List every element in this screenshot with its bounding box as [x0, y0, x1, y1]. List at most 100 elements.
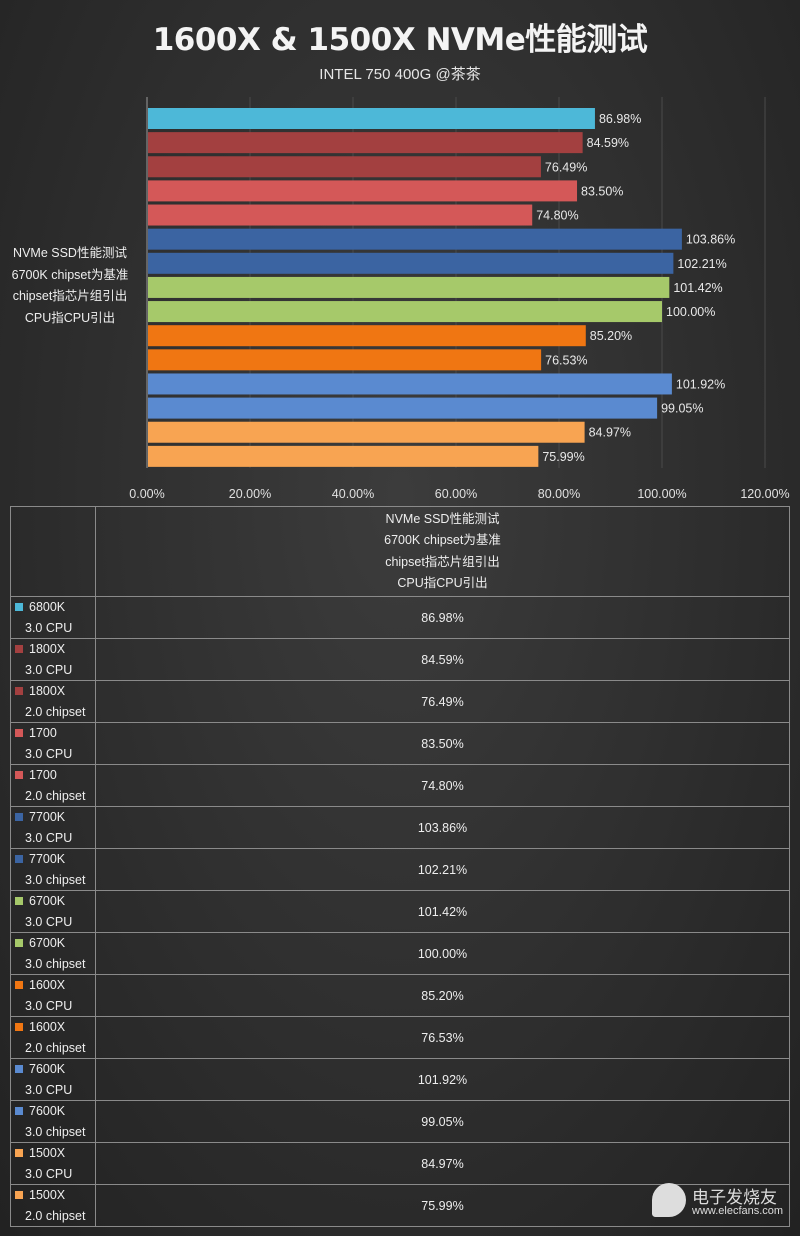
value-cell: 84.97% [95, 1142, 790, 1185]
bar [148, 252, 674, 274]
legend-swatch [15, 1065, 23, 1073]
bar [148, 276, 670, 298]
legend-line2: 3.0 CPU [25, 998, 73, 1013]
legend-line1: 1800X [29, 684, 66, 698]
table-row: 7700K 3.0 CPU 103.86% [10, 806, 790, 849]
legend-swatch [15, 645, 23, 653]
legend-line2: 3.0 chipset [25, 1124, 86, 1139]
value-cell: 76.53% [95, 1016, 790, 1059]
watermark-logo: 电子发烧友 www.elecfans.com [652, 1183, 792, 1223]
value-cell: 103.86% [95, 806, 790, 849]
value-cell: 74.80% [95, 764, 790, 807]
legend-swatch [15, 939, 23, 947]
data-label: 101.42% [673, 281, 722, 295]
data-label: 76.53% [545, 353, 587, 367]
bar [148, 108, 595, 129]
legend-line2: 3.0 CPU [25, 914, 73, 929]
legend-line1: 7700K [29, 852, 66, 866]
data-label: 99.05% [661, 402, 703, 416]
legend-cell: 7700K 3.0 chipset [10, 848, 96, 891]
table-row: 7700K 3.0 chipset 102.21% [10, 848, 790, 891]
data-label: 102.21% [677, 257, 726, 271]
x-tick-label: 100.00% [637, 487, 686, 501]
table-row: 1600X 3.0 CPU 85.20% [10, 974, 790, 1017]
data-label: 85.20% [590, 329, 632, 343]
table-row: 7600K 3.0 CPU 101.92% [10, 1058, 790, 1101]
header-line: NVMe SSD性能测试 [385, 511, 500, 526]
legend-cell: 7700K 3.0 CPU [10, 806, 96, 849]
legend-line1: 1700 [29, 726, 57, 740]
bar [148, 325, 586, 347]
bar [148, 132, 583, 154]
legend-swatch [15, 981, 23, 989]
value-cell: 101.92% [95, 1058, 790, 1101]
table-row: 1600X 2.0 chipset 76.53% [10, 1016, 790, 1059]
header-line: 6700K chipset为基准 [384, 533, 501, 547]
table-row: 6700K 3.0 CPU 101.42% [10, 890, 790, 933]
legend-cell: 7600K 3.0 chipset [10, 1100, 96, 1143]
category-label-line: NVMe SSD性能测试 [13, 246, 127, 260]
value-cell: 102.21% [95, 848, 790, 891]
table-row: 6800K 3.0 CPU 86.98% [10, 596, 790, 639]
legend-line2: 2.0 chipset [25, 788, 86, 803]
legend-swatch [15, 1191, 23, 1199]
legend-line1: 7700K [29, 810, 66, 824]
value-cell: 85.20% [95, 974, 790, 1017]
legend-line1: 6800K [29, 600, 66, 614]
legend-line2: 3.0 chipset [25, 872, 86, 887]
x-tick-label: 120.00% [740, 487, 789, 501]
legend-line1: 6700K [29, 894, 66, 908]
legend-swatch [15, 855, 23, 863]
legend-swatch [15, 729, 23, 737]
value-cell: 86.98% [95, 596, 790, 639]
table-header-row: NVMe SSD性能测试 6700K chipset为基准 chipset指芯片… [10, 506, 790, 597]
legend-line2: 2.0 chipset [25, 1040, 86, 1055]
watermark-url: www.elecfans.com [692, 1205, 784, 1217]
legend-line2: 3.0 CPU [25, 662, 73, 677]
legend-line2: 3.0 chipset [25, 956, 86, 971]
legend-cell: 1800X 2.0 chipset [10, 680, 96, 723]
data-label: 103.86% [686, 233, 735, 247]
value-cell: 83.50% [95, 722, 790, 765]
legend-line1: 1700 [29, 768, 57, 782]
legend-cell: 6800K 3.0 CPU [10, 596, 96, 639]
data-label: 76.49% [545, 160, 587, 174]
bar [148, 397, 658, 419]
value-cell: 99.05% [95, 1100, 790, 1143]
legend-cell: 1600X 3.0 CPU [10, 974, 96, 1017]
bar [148, 228, 682, 250]
header-line: CPU指CPU引出 [397, 576, 488, 590]
table-row: 7600K 3.0 chipset 99.05% [10, 1100, 790, 1143]
legend-cell: 1700 3.0 CPU [10, 722, 96, 765]
data-table: NVMe SSD性能测试 6700K chipset为基准 chipset指芯片… [10, 506, 790, 1227]
category-label-line: chipset指芯片组引出 [12, 289, 128, 303]
legend-swatch [15, 813, 23, 821]
legend-line1: 7600K [29, 1062, 66, 1076]
table-corner [10, 506, 96, 597]
x-tick-label: 60.00% [435, 487, 477, 501]
legend-line1: 1500X [29, 1188, 66, 1202]
bar [148, 204, 533, 226]
value-cell: 84.59% [95, 638, 790, 681]
data-label: 74.80% [536, 209, 578, 223]
table-row: 1800X 3.0 CPU 84.59% [10, 638, 790, 681]
legend-cell: 1600X 2.0 chipset [10, 1016, 96, 1059]
x-tick-label: 40.00% [332, 487, 374, 501]
x-tick-label: 0.00% [129, 487, 164, 501]
bar [148, 421, 585, 443]
bar [148, 156, 541, 178]
legend-line2: 3.0 CPU [25, 1166, 73, 1181]
bar [148, 373, 672, 395]
table-row: 6700K 3.0 chipset 100.00% [10, 932, 790, 975]
legend-line1: 7600K [29, 1104, 66, 1118]
watermark-name: 电子发烧友 [692, 1188, 777, 1207]
legend-cell: 6700K 3.0 chipset [10, 932, 96, 975]
chart-subtitle: INTEL 750 400G @茶茶 [319, 66, 481, 83]
legend-cell: 1700 2.0 chipset [10, 764, 96, 807]
legend-line1: 1500X [29, 1146, 66, 1160]
value-cell: 100.00% [95, 932, 790, 975]
legend-line1: 1600X [29, 978, 66, 992]
legend-line1: 1600X [29, 1020, 66, 1034]
chart-title: 1600X & 1500X NVMe性能测试 [152, 22, 648, 58]
legend-cell: 1500X 3.0 CPU [10, 1142, 96, 1185]
